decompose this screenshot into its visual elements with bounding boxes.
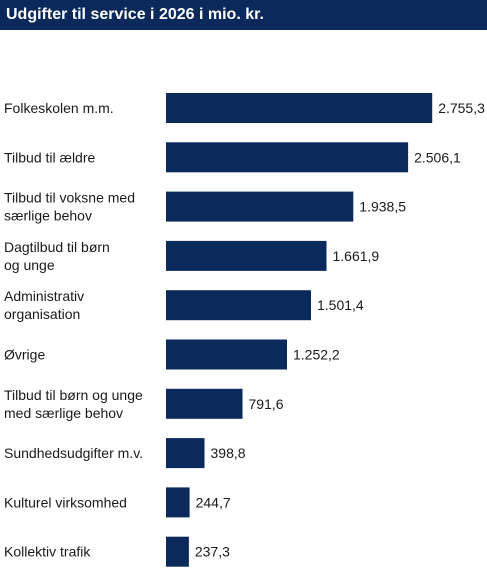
chart-title: Udgifter til service i 2026 i mio. kr.: [6, 6, 264, 23]
category-label-4: Administrativ organisation: [4, 288, 84, 322]
category-label-7-line-0: Sundhedsudgifter m.v.: [4, 445, 143, 461]
value-label-0: 2.755,3: [438, 100, 485, 116]
value-label-3: 1.661,9: [333, 248, 380, 264]
value-label-7: 398,8: [211, 445, 246, 461]
category-label-9: Kollektiv trafik: [4, 544, 91, 560]
bar-2: [166, 191, 354, 222]
category-label-5-line-0: Øvrige: [4, 347, 45, 363]
value-label-6: 791,6: [249, 396, 284, 412]
category-label-8-line-0: Kulturel virksomhed: [4, 494, 127, 510]
value-label-5: 1.252,2: [293, 347, 340, 363]
value-label-2: 1.938,5: [359, 199, 406, 215]
bar-1: [166, 142, 409, 173]
category-label-6: Tilbud til børn og unge med særlige behov: [4, 387, 143, 421]
bar-6: [166, 388, 243, 419]
category-label-1: Tilbud til ældre: [4, 149, 96, 165]
category-label-8: Kulturel virksomhed: [4, 494, 127, 510]
value-label-1: 2.506,1: [414, 149, 461, 165]
bar-8: [166, 487, 190, 518]
category-label-3-line-0: Dagtilbud til børn: [4, 239, 110, 255]
category-label-4-line-0: Administrativ: [4, 288, 84, 304]
category-label-6-line-1: med særlige behov: [4, 405, 123, 421]
category-label-5: Øvrige: [4, 347, 45, 363]
bar-0: [166, 93, 433, 123]
category-label-2: Tilbud til voksne med særlige behov: [4, 190, 135, 224]
bar-9: [166, 536, 189, 567]
bar-4: [166, 290, 311, 321]
value-label-9: 237,3: [195, 544, 230, 560]
category-label-9-line-0: Kollektiv trafik: [4, 544, 91, 560]
bar-7: [166, 438, 205, 469]
category-label-0: Folkeskolen m.m.: [4, 100, 114, 116]
category-label-3-line-1: og unge: [4, 257, 55, 273]
category-label-2-line-0: Tilbud til voksne med: [4, 190, 135, 206]
category-label-1-line-0: Tilbud til ældre: [4, 149, 96, 165]
value-label-8: 244,7: [196, 494, 231, 510]
category-label-6-line-0: Tilbud til børn og unge: [4, 387, 143, 403]
chart-title-bar: Udgifter til service i 2026 i mio. kr.: [0, 0, 487, 30]
category-label-3: Dagtilbud til børn og unge: [4, 239, 110, 273]
category-label-4-line-1: organisation: [4, 306, 80, 322]
bar-3: [166, 240, 327, 271]
value-label-4: 1.501,4: [317, 297, 364, 313]
category-label-0-line-0: Folkeskolen m.m.: [4, 100, 114, 116]
category-label-2-line-1: særlige behov: [4, 208, 92, 224]
bar-5: [166, 339, 287, 370]
category-label-7: Sundhedsudgifter m.v.: [4, 445, 143, 461]
